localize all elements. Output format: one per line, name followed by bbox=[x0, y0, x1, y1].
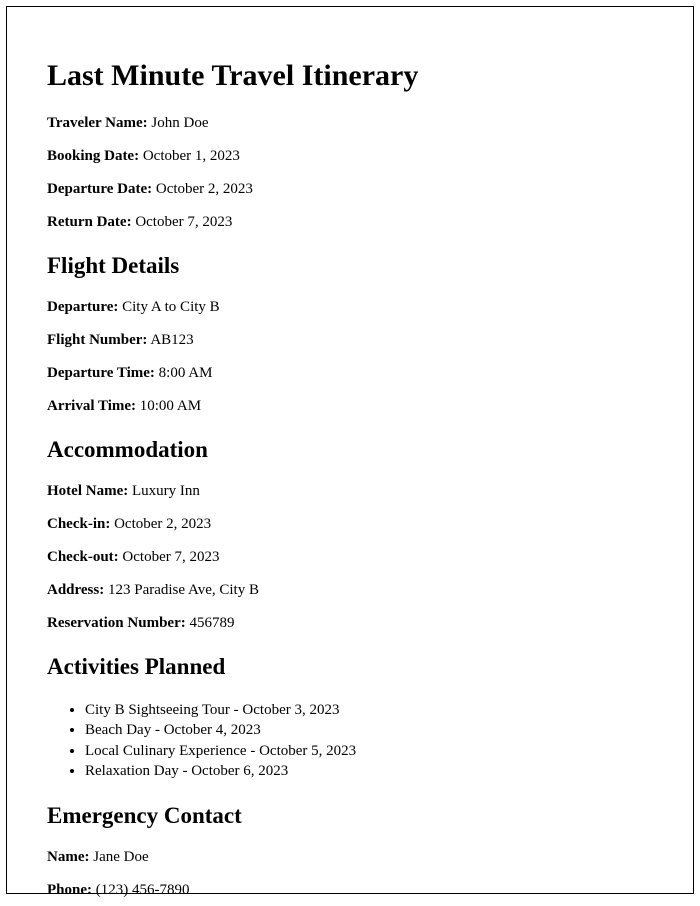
flight-departure-time-row: Departure Time: 8:00 AM bbox=[47, 365, 653, 382]
address-value: 123 Paradise Ave, City B bbox=[104, 582, 259, 598]
page-title: Last Minute Travel Itinerary bbox=[47, 59, 653, 93]
emergency-phone-label: Phone: bbox=[47, 882, 92, 898]
list-item: City B Sightseeing Tour - October 3, 202… bbox=[85, 700, 653, 720]
checkin-value: October 2, 2023 bbox=[110, 516, 211, 532]
reservation-row: Reservation Number: 456789 bbox=[47, 615, 653, 632]
address-row: Address: 123 Paradise Ave, City B bbox=[47, 582, 653, 599]
emergency-phone-value: (123) 456-7890 bbox=[92, 882, 190, 898]
address-label: Address: bbox=[47, 582, 104, 598]
list-item: Beach Day - October 4, 2023 bbox=[85, 720, 653, 740]
departure-date-label: Departure Date: bbox=[47, 181, 152, 197]
booking-date-value: October 1, 2023 bbox=[139, 148, 240, 164]
checkout-label: Check-out: bbox=[47, 549, 119, 565]
checkout-value: October 7, 2023 bbox=[119, 549, 220, 565]
flight-arrival-time-label: Arrival Time: bbox=[47, 398, 136, 414]
reservation-value: 456789 bbox=[186, 615, 235, 631]
departure-date-value: October 2, 2023 bbox=[152, 181, 253, 197]
flight-departure-time-value: 8:00 AM bbox=[155, 365, 213, 381]
checkout-row: Check-out: October 7, 2023 bbox=[47, 549, 653, 566]
return-date-value: October 7, 2023 bbox=[132, 214, 233, 230]
flight-arrival-time-row: Arrival Time: 10:00 AM bbox=[47, 398, 653, 415]
emergency-name-label: Name: bbox=[47, 849, 89, 865]
checkin-row: Check-in: October 2, 2023 bbox=[47, 516, 653, 533]
return-date-row: Return Date: October 7, 2023 bbox=[47, 214, 653, 231]
traveler-name-value: John Doe bbox=[148, 115, 209, 131]
flight-number-row: Flight Number: AB123 bbox=[47, 332, 653, 349]
return-date-label: Return Date: bbox=[47, 214, 132, 230]
list-item: Local Culinary Experience - October 5, 2… bbox=[85, 741, 653, 761]
emergency-phone-row: Phone: (123) 456-7890 bbox=[47, 882, 653, 899]
flight-arrival-time-value: 10:00 AM bbox=[136, 398, 201, 414]
booking-date-row: Booking Date: October 1, 2023 bbox=[47, 148, 653, 165]
flight-departure-label: Departure: bbox=[47, 299, 118, 315]
emergency-name-value: Jane Doe bbox=[89, 849, 148, 865]
hotel-name-label: Hotel Name: bbox=[47, 483, 128, 499]
emergency-name-row: Name: Jane Doe bbox=[47, 849, 653, 866]
checkin-label: Check-in: bbox=[47, 516, 110, 532]
booking-date-label: Booking Date: bbox=[47, 148, 139, 164]
emergency-heading: Emergency Contact bbox=[47, 803, 653, 829]
traveler-name-row: Traveler Name: John Doe bbox=[47, 115, 653, 132]
activities-list: City B Sightseeing Tour - October 3, 202… bbox=[85, 700, 653, 781]
flight-departure-time-label: Departure Time: bbox=[47, 365, 155, 381]
hotel-name-value: Luxury Inn bbox=[128, 483, 200, 499]
document-page: Last Minute Travel Itinerary Traveler Na… bbox=[6, 6, 694, 894]
flight-number-label: Flight Number: bbox=[47, 332, 147, 348]
list-item: Relaxation Day - October 6, 2023 bbox=[85, 761, 653, 781]
accommodation-heading: Accommodation bbox=[47, 437, 653, 463]
flight-departure-row: Departure: City A to City B bbox=[47, 299, 653, 316]
reservation-label: Reservation Number: bbox=[47, 615, 186, 631]
departure-date-row: Departure Date: October 2, 2023 bbox=[47, 181, 653, 198]
flight-departure-value: City A to City B bbox=[118, 299, 219, 315]
hotel-name-row: Hotel Name: Luxury Inn bbox=[47, 483, 653, 500]
flight-heading: Flight Details bbox=[47, 253, 653, 279]
flight-number-value: AB123 bbox=[147, 332, 193, 348]
traveler-name-label: Traveler Name: bbox=[47, 115, 148, 131]
activities-heading: Activities Planned bbox=[47, 654, 653, 680]
